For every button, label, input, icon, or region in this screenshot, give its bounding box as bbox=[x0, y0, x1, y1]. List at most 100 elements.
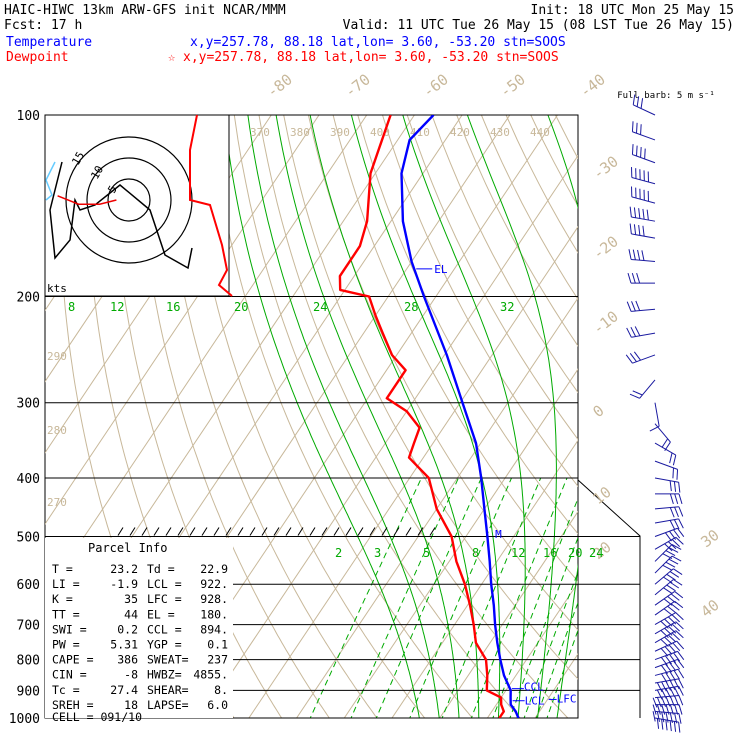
freezing-hatch bbox=[285, 527, 292, 536]
freezing-hatch bbox=[429, 527, 436, 536]
parcel-value: 35 bbox=[124, 592, 138, 606]
wind-barb-flag bbox=[678, 695, 684, 706]
wind-barb-flag bbox=[642, 225, 645, 237]
hodograph-light-trace bbox=[45, 161, 56, 201]
parcel-value: 386 bbox=[117, 653, 138, 667]
mixing-ratio-line bbox=[535, 601, 578, 718]
wind-barb-flag bbox=[661, 719, 664, 730]
level-marker-m: M bbox=[495, 528, 502, 541]
wind-barb-flag bbox=[638, 224, 641, 236]
wind-barb-staff bbox=[632, 131, 656, 141]
parcel-label: SHEAR= bbox=[147, 683, 189, 697]
freezing-hatch bbox=[345, 527, 352, 536]
wind-barb-staff bbox=[654, 402, 660, 427]
mixing-ratio-label: 8 bbox=[68, 300, 75, 314]
wind-barb-flag bbox=[671, 539, 680, 547]
hodograph-units: kts bbox=[47, 282, 67, 295]
wind-barb-flag bbox=[675, 612, 684, 621]
dry-adiabat-line bbox=[307, 115, 578, 631]
wind-barb-flag bbox=[678, 704, 683, 715]
moist-adiabat-line bbox=[275, 115, 460, 718]
parcel-label: PW = bbox=[52, 638, 80, 652]
wind-barb-flag bbox=[628, 249, 632, 260]
isotherm-line bbox=[200, 154, 578, 718]
parcel-cell: CELL = 091/10 bbox=[52, 710, 142, 724]
wind-barb-flag bbox=[663, 587, 673, 594]
parcel-value: 928. bbox=[200, 592, 228, 606]
parcel-value: 44 bbox=[124, 607, 138, 621]
isotherm-label: 0 bbox=[589, 401, 607, 421]
wind-barb-flag bbox=[672, 467, 674, 479]
wind-barb-flag bbox=[673, 519, 680, 530]
freezing-hatch bbox=[321, 527, 328, 536]
freezing-hatch bbox=[189, 527, 196, 536]
wind-barb-flag bbox=[673, 670, 680, 680]
wind-barb-flag bbox=[661, 681, 667, 692]
isotherm-label: -70 bbox=[341, 70, 373, 101]
wind-barb-flag bbox=[664, 627, 673, 636]
hodograph-dewpoint-segment bbox=[189, 114, 233, 297]
wind-barb-flag bbox=[660, 665, 668, 674]
wind-barb-flag bbox=[636, 272, 641, 284]
freezing-hatch bbox=[357, 527, 364, 536]
wind-barb-flag bbox=[673, 660, 681, 670]
wind-barb-flag bbox=[632, 249, 636, 260]
freezing-hatch bbox=[225, 527, 232, 536]
wind-barb-flag bbox=[674, 704, 679, 715]
mixing-ratio-label: 12 bbox=[110, 300, 124, 314]
dewpoint-location: x,y=257.78, 88.18 lat,lon= 3.60, -53.20 … bbox=[183, 50, 559, 65]
isotherm-label: -20 bbox=[589, 232, 621, 263]
init-time: Init: 18 UTC Mon 25 May 15 bbox=[531, 3, 735, 18]
wind-barb-flag bbox=[656, 682, 663, 693]
wind-barb-staff bbox=[631, 216, 656, 222]
wind-barb-flag bbox=[660, 638, 669, 647]
parcel-label: SREH = bbox=[52, 698, 94, 712]
isotherm-line bbox=[343, 368, 578, 718]
wind-barb-flag bbox=[673, 568, 683, 575]
wind-barb-flag bbox=[630, 326, 637, 337]
dry-adiabat-line bbox=[530, 115, 578, 207]
wind-barb-flag bbox=[678, 713, 682, 724]
wind-barb-flag bbox=[662, 553, 673, 560]
wind-barb-flag bbox=[644, 148, 646, 159]
parcel-label: LCL = bbox=[147, 577, 182, 591]
wind-barb-flag bbox=[668, 644, 677, 653]
wind-barb-flag bbox=[663, 576, 673, 584]
dry-adiabat-line bbox=[258, 115, 569, 718]
temperature-profile bbox=[400, 115, 520, 718]
freezing-hatch bbox=[213, 527, 220, 536]
dry-adiabat-line bbox=[184, 115, 426, 718]
wind-barb-flag bbox=[677, 668, 685, 679]
wind-barb-flag bbox=[656, 704, 661, 715]
wind-barb-flag bbox=[636, 96, 640, 107]
freezing-hatch bbox=[261, 527, 268, 536]
wind-barb-flag bbox=[631, 272, 636, 284]
parcel-label: LAPSE= bbox=[147, 698, 189, 712]
wind-barb-flag bbox=[649, 425, 660, 432]
wind-barb-flag bbox=[674, 712, 678, 724]
wind-barb-flag bbox=[640, 124, 642, 135]
isotherm-line bbox=[486, 581, 578, 718]
wind-barb-flag bbox=[666, 584, 676, 592]
dry-adiabat-line bbox=[580, 115, 740, 731]
dry-adiabat-line bbox=[406, 115, 578, 441]
wind-barb-flag bbox=[633, 207, 637, 218]
hodograph-ring-label: 10 bbox=[88, 164, 106, 182]
isotherm-line bbox=[574, 115, 740, 731]
wind-barb-flag bbox=[665, 550, 676, 556]
freezing-hatch bbox=[177, 527, 184, 536]
freezing-hatch bbox=[201, 527, 208, 536]
freezing-hatch bbox=[249, 527, 256, 536]
wind-barb-flag bbox=[673, 579, 683, 586]
parcel-info-table: T = 23.2 Td = 22.9 LI = -1.9 LCL = 922. K = 35 LFC… bbox=[52, 562, 228, 712]
theta-label: 390 bbox=[330, 126, 350, 139]
dry-adiabat-line bbox=[704, 115, 740, 731]
isotherm-line bbox=[439, 510, 578, 718]
level-marker-ccl: CCL bbox=[524, 681, 544, 694]
wind-barb-flag bbox=[633, 224, 637, 235]
parcel-label: CAPE = bbox=[52, 653, 94, 667]
wind-barb-flag bbox=[661, 438, 669, 448]
